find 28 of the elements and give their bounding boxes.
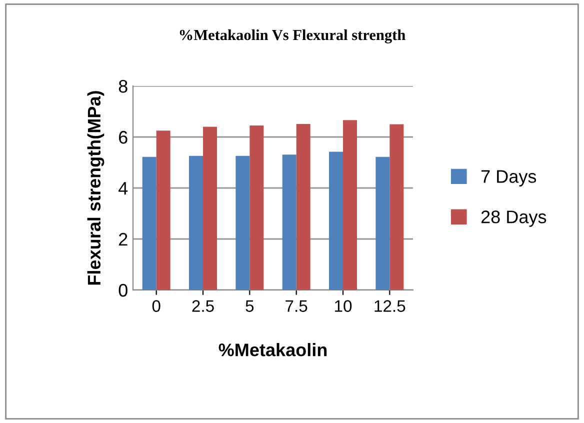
bar (189, 156, 203, 290)
bar (203, 126, 217, 290)
bar (142, 156, 156, 290)
bar (282, 154, 296, 290)
x-tick-label: 5 (246, 300, 254, 312)
legend-label: 7 Days (481, 170, 536, 186)
x-tick-label: 7.5 (286, 300, 308, 312)
y-axis-title: Flexural strength(MPa) (87, 91, 104, 285)
chart-title: %Metakaolin Vs Flexural strength (180, 29, 406, 44)
x-tick-label: 12.5 (374, 300, 406, 312)
bar (329, 152, 343, 290)
x-axis-title: %Metakaolin (218, 343, 327, 356)
y-tick-label: 4 (118, 182, 128, 195)
y-tick-label: 6 (119, 130, 128, 144)
bar (343, 120, 357, 290)
y-tick-label: 0 (118, 284, 128, 297)
bar (156, 130, 170, 290)
bar (390, 124, 404, 290)
bar (250, 126, 264, 290)
bar (376, 156, 390, 290)
x-tick-label: 0 (152, 300, 160, 312)
y-tick-label: 8 (118, 80, 128, 93)
bar (296, 124, 310, 290)
legend-label: 28 Days (481, 210, 546, 227)
x-tick-label: 10 (335, 300, 352, 312)
bar (236, 156, 250, 290)
x-tick-label: 2.5 (192, 300, 214, 312)
y-tick-label: 2 (119, 232, 128, 246)
